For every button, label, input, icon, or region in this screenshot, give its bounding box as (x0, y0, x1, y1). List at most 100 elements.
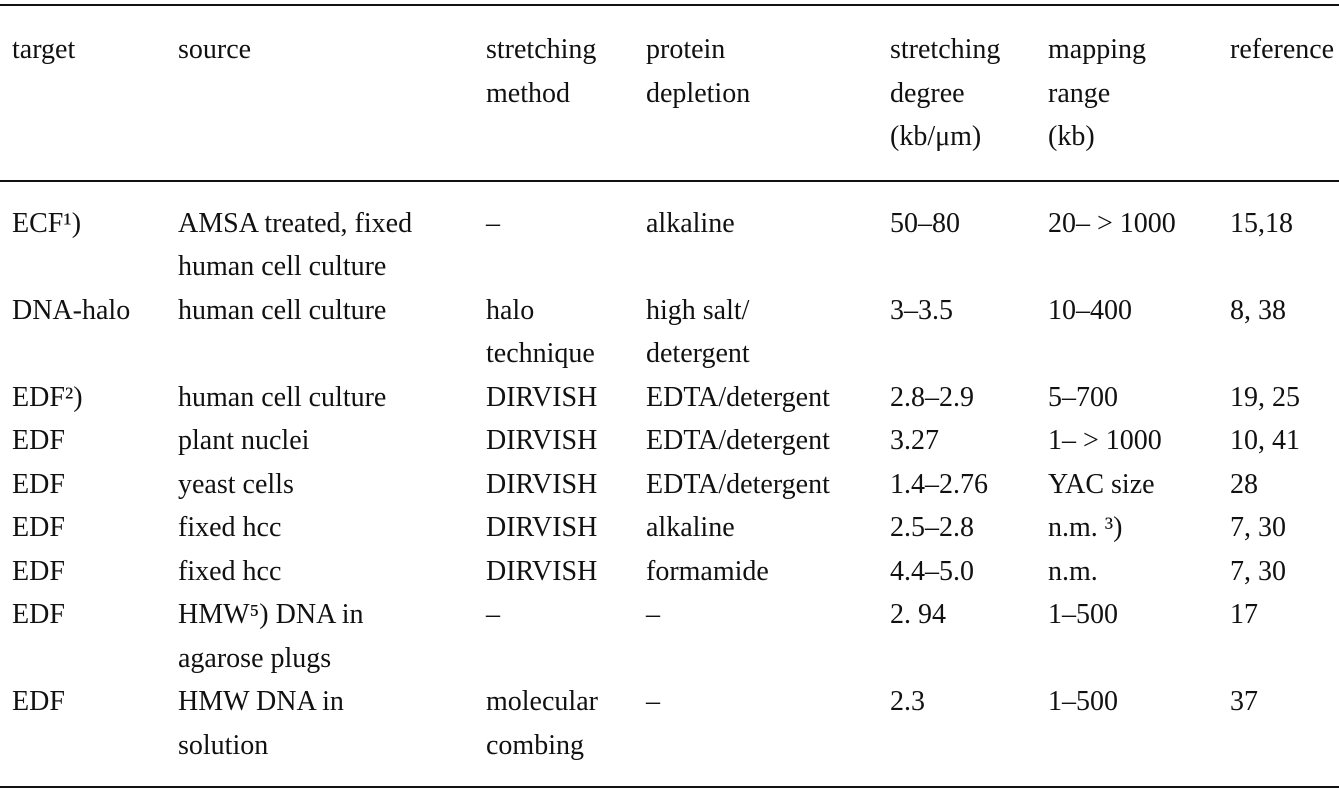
cell-line: EDF (12, 425, 65, 456)
table-cell: 4.4–5.0 (878, 550, 1036, 594)
cell-line: 19, 25 (1230, 381, 1300, 413)
cell-line: reference (1230, 34, 1335, 65)
table-cell: EDF²) (0, 376, 166, 420)
cell-line: EDTA/detergent (646, 468, 830, 500)
table-cell: fixed hcc (166, 506, 474, 550)
cell-line: (kb) (1048, 121, 1095, 152)
table-cell: 3.27 (878, 419, 1036, 463)
table-cell: 2. 94 (878, 593, 1036, 680)
cell-line: stretching (486, 34, 597, 65)
table-cell: – (634, 593, 878, 680)
cell-line: DIRVISH (486, 555, 598, 587)
cell-line: DIRVISH (486, 512, 598, 543)
header-cell: protein depletion (634, 5, 878, 181)
header-cell: source (166, 5, 474, 181)
cell-line: technique (486, 338, 595, 369)
table-cell: alkaline (634, 506, 878, 550)
cell-line: 10, 41 (1230, 425, 1300, 456)
cell-line: HMW DNA in (178, 686, 344, 717)
cell-line: depletion (646, 77, 751, 109)
cell-line: 20– > 1000 (1048, 207, 1176, 239)
table-cell: – (474, 593, 634, 680)
table-row: EDF fixed hcc DIRVISH formamide 4.4–5.0 n.m. 7… (0, 550, 1339, 594)
header-cell: target (0, 5, 166, 181)
table-cell: DIRVISH (474, 550, 634, 594)
cell-line: fixed hcc (178, 512, 282, 543)
table-cell: human cell culture (166, 289, 474, 376)
table-cell: 2.8–2.9 (878, 376, 1036, 420)
table-cell: 3–3.5 (878, 289, 1036, 376)
cell-line: detergent (646, 338, 750, 369)
table-cell: 8, 38 (1218, 289, 1339, 376)
table-cell: formamide (634, 550, 878, 594)
cell-line: method (486, 77, 570, 109)
cell-line: 17 (1230, 599, 1258, 630)
table-cell: DIRVISH (474, 506, 634, 550)
cell-line: molecular (486, 686, 598, 717)
table-cell: – (474, 181, 634, 289)
cell-line: stretching (890, 34, 1001, 65)
cell-line: solution (178, 729, 269, 761)
cell-line: fixed hcc (178, 555, 282, 587)
header-cell: stretching method (474, 5, 634, 181)
table-cell: ECF¹) (0, 181, 166, 289)
cell-line: – (646, 686, 660, 717)
table-cell: plant nuclei (166, 419, 474, 463)
header-cell: reference (1218, 5, 1339, 181)
table-cell: 20– > 1000 (1036, 181, 1218, 289)
table-cell: 1–500 (1036, 593, 1218, 680)
cell-line: 7, 30 (1230, 555, 1286, 587)
header-cell: stretching degree (kb/μm) (878, 5, 1036, 181)
cell-line: EDTA/detergent (646, 381, 830, 413)
cell-line: yeast cells (178, 468, 294, 500)
table-cell: 10–400 (1036, 289, 1218, 376)
cell-line: protein (646, 34, 726, 65)
cell-line: EDF (12, 512, 65, 543)
table-cell: 2.5–2.8 (878, 506, 1036, 550)
cell-line: YAC size (1048, 468, 1155, 500)
table-cell: DIRVISH (474, 376, 634, 420)
table-cell: 7, 30 (1218, 506, 1339, 550)
table-cell: 15,18 (1218, 181, 1339, 289)
cell-line: formamide (646, 555, 769, 587)
table-cell: 50–80 (878, 181, 1036, 289)
cell-line: degree (890, 77, 965, 109)
table-head: target source stretching method protein deple… (0, 5, 1339, 181)
table-cell: 1– > 1000 (1036, 419, 1218, 463)
cell-line: DIRVISH (486, 468, 598, 500)
header-row: target source stretching method protein deple… (0, 5, 1339, 181)
table-cell: 5–700 (1036, 376, 1218, 420)
table-cell: 28 (1218, 463, 1339, 507)
table-cell: DNA-halo (0, 289, 166, 376)
cell-line: n.m. (1048, 555, 1098, 587)
cell-line: alkaline (646, 207, 735, 239)
table-cell: molecular combing (474, 680, 634, 787)
cell-line: halo (486, 294, 535, 326)
table-cell: AMSA treated, fixed human cell culture (166, 181, 474, 289)
table-cell: EDF (0, 680, 166, 787)
table-cell: 17 (1218, 593, 1339, 680)
cell-line: ECF¹) (12, 207, 82, 239)
table-cell: human cell culture (166, 376, 474, 420)
table-cell: DIRVISH (474, 463, 634, 507)
table-cell: 10, 41 (1218, 419, 1339, 463)
table-row: EDF HMW DNA in solution molecular combing – 2.… (0, 680, 1339, 787)
table-cell: HMW⁵) DNA in agarose plugs (166, 593, 474, 680)
cell-line: 3–3.5 (890, 294, 953, 326)
cell-line: EDF (12, 555, 65, 587)
table-cell: 2.3 (878, 680, 1036, 787)
cell-line: 4.4–5.0 (890, 555, 974, 587)
cell-line: DIRVISH (486, 381, 598, 413)
cell-line: – (646, 599, 660, 630)
table-cell: HMW DNA in solution (166, 680, 474, 787)
cell-line: 2.8–2.9 (890, 381, 974, 413)
cell-line: 37 (1230, 686, 1258, 717)
cell-line: human cell culture (178, 251, 387, 282)
cell-line: EDTA/detergent (646, 425, 830, 456)
table-cell: halo technique (474, 289, 634, 376)
cell-line: (kb/μm) (890, 121, 982, 152)
table-cell: 19, 25 (1218, 376, 1339, 420)
cell-line: 5–700 (1048, 381, 1118, 413)
cell-line: EDF (12, 686, 65, 717)
